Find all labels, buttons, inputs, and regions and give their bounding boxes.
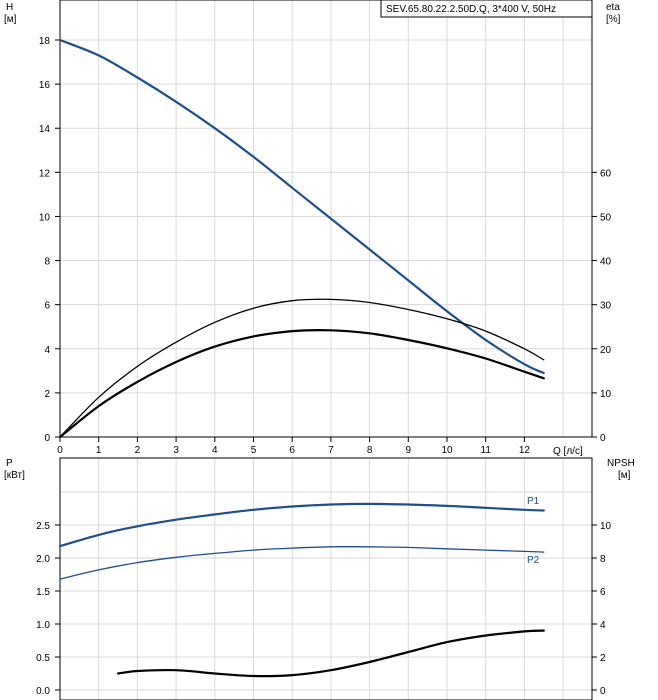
bottom-right-tick-label-2: 4 bbox=[600, 620, 606, 631]
x-tick-label-6: 6 bbox=[289, 445, 295, 456]
top-right-tick-label-0: 0 bbox=[600, 433, 606, 444]
top-left-tick-label-0: 0 bbox=[44, 433, 50, 444]
top-left-tick-label-7: 14 bbox=[39, 124, 51, 135]
top-right-axis-unit: [%] bbox=[606, 14, 621, 25]
top-series-line-0 bbox=[58, 38, 545, 375]
bottom-right-tick-label-1: 2 bbox=[600, 653, 606, 664]
bottom-left-tick-label-4: 2.0 bbox=[36, 554, 50, 565]
x-tick-label-9: 9 bbox=[406, 445, 412, 456]
top-series-line-2 bbox=[58, 329, 545, 439]
x-tick-label-10: 10 bbox=[441, 445, 453, 456]
bottom-left-axis-unit: [кВт] bbox=[4, 470, 25, 481]
bottom-series-line-0 bbox=[58, 502, 545, 548]
top-left-tick-label-2: 4 bbox=[44, 345, 50, 356]
top-series-line-1 bbox=[59, 298, 545, 438]
x-tick-label-1: 1 bbox=[96, 445, 102, 456]
bottom-panel-frame bbox=[59, 457, 593, 700]
top-left-tick-label-5: 10 bbox=[39, 212, 51, 223]
top-right-tick-label-1: 10 bbox=[600, 389, 612, 400]
top-left-tick-label-4: 8 bbox=[44, 257, 50, 268]
top-left-tick-label-6: 12 bbox=[39, 168, 51, 179]
top-right-tick-label-3: 30 bbox=[600, 301, 612, 312]
bottom-right-tick-label-5: 10 bbox=[600, 521, 612, 532]
x-tick-label-7: 7 bbox=[328, 445, 334, 456]
bottom-right-tick-label-0: 0 bbox=[600, 686, 606, 697]
x-tick-label-5: 5 bbox=[251, 445, 257, 456]
bottom-series-line-1 bbox=[59, 546, 545, 580]
bottom-right-tick-label-4: 8 bbox=[600, 554, 606, 565]
bottom-left-tick-label-1: 0.5 bbox=[36, 653, 50, 664]
bottom-left-tick-label-5: 2.5 bbox=[36, 521, 50, 532]
bottom-panel-grid bbox=[59, 458, 592, 700]
model-label-box bbox=[380, 0, 593, 18]
bottom-panel-axes: 0.0 0.5 1.0 1.5 2.0 2.5 0 2 4 6 8 10 bbox=[36, 521, 611, 697]
bottom-right-axis-unit: [м] bbox=[618, 470, 631, 481]
x-tick-label-3: 3 bbox=[173, 445, 179, 456]
top-right-tick-label-6: 60 bbox=[600, 168, 612, 179]
x-tick-label-4: 4 bbox=[212, 445, 218, 456]
bottom-left-tick-label-0: 0.0 bbox=[36, 686, 50, 697]
bottom-series-line-2 bbox=[117, 629, 545, 678]
top-left-tick-label-9: 18 bbox=[39, 36, 51, 47]
top-left-tick-label-8: 16 bbox=[39, 80, 51, 91]
bottom-left-tick-label-3: 1.5 bbox=[36, 587, 50, 598]
top-right-tick-label-5: 50 bbox=[600, 212, 612, 223]
bottom-panel-series bbox=[58, 502, 545, 678]
model-label: SEV.65.80.22.2.50D.Q, 3*400 V, 50Hz bbox=[386, 4, 556, 15]
top-panel-series bbox=[58, 38, 545, 439]
x-axis-title: Q [л/с] bbox=[553, 446, 583, 457]
top-left-tick-label-1: 2 bbox=[44, 389, 50, 400]
top-right-tick-label-4: 40 bbox=[600, 257, 612, 268]
top-panel-frame bbox=[59, 0, 593, 438]
top-panel-grid bbox=[59, 0, 592, 438]
x-tick-label-0: 0 bbox=[57, 445, 63, 456]
x-tick-label-12: 12 bbox=[519, 445, 531, 456]
top-left-tick-label-3: 6 bbox=[44, 301, 50, 312]
bottom-right-axis-title: NPSH bbox=[607, 458, 635, 469]
top-right-axis-title: eta bbox=[606, 2, 620, 13]
x-tick-label-11: 11 bbox=[481, 445, 492, 456]
x-tick-label-2: 2 bbox=[135, 445, 141, 456]
x-tick-label-8: 8 bbox=[367, 445, 373, 456]
bottom-left-axis-title: P bbox=[6, 458, 13, 469]
bottom-right-tick-label-3: 6 bbox=[600, 587, 606, 598]
series-label-p2: P2 bbox=[527, 555, 540, 566]
top-right-tick-label-2: 20 bbox=[600, 345, 612, 356]
bottom-left-tick-label-2: 1.0 bbox=[36, 620, 50, 631]
top-left-axis-unit: [м] bbox=[4, 14, 17, 25]
series-label-p1: P1 bbox=[527, 496, 540, 507]
top-left-axis-title: H bbox=[6, 2, 13, 13]
